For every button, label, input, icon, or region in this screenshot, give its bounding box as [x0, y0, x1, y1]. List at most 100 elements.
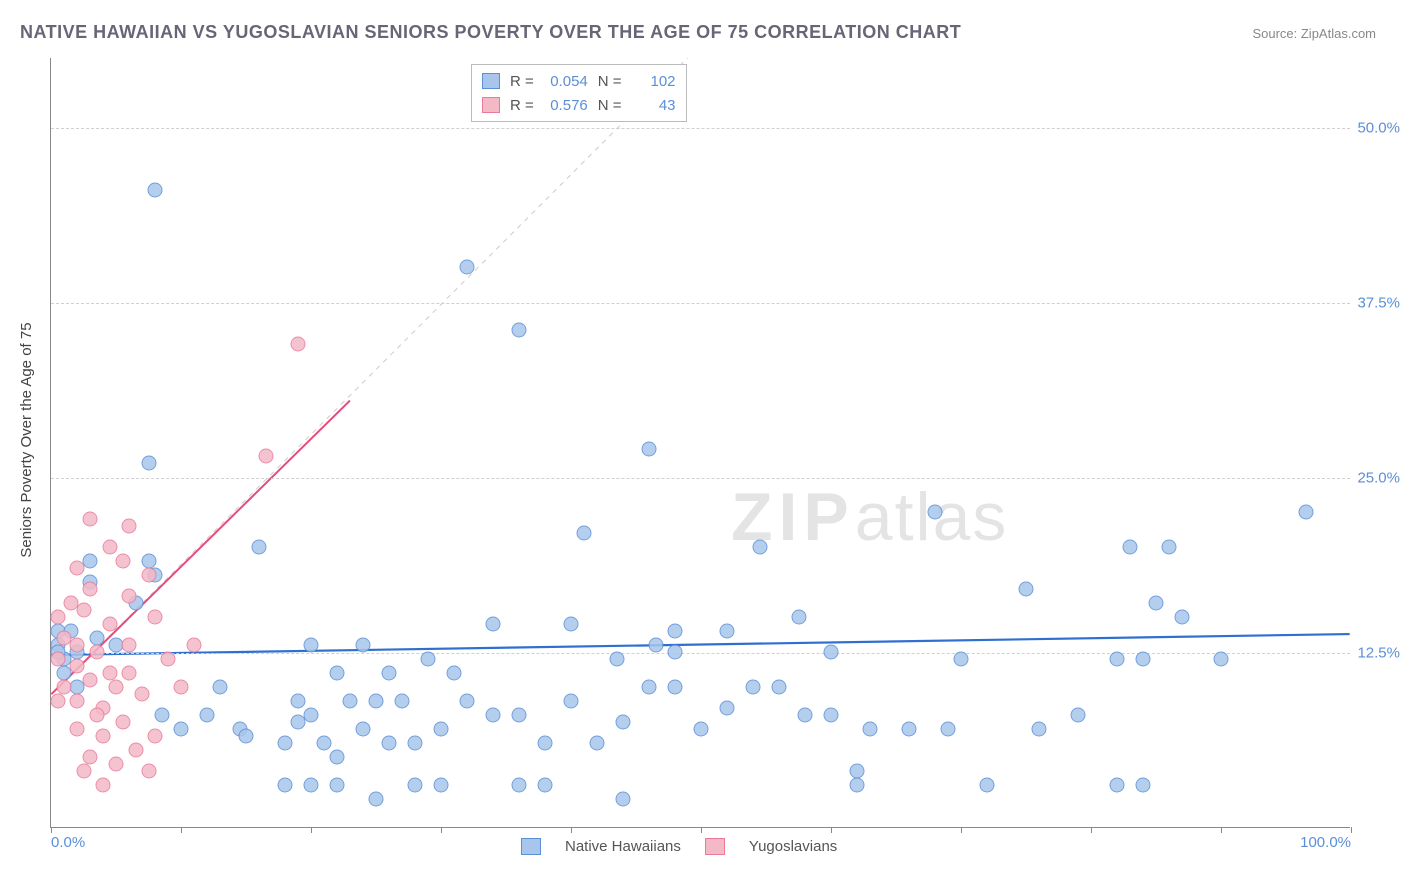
scatter-point: [720, 701, 735, 716]
scatter-point: [460, 260, 475, 275]
scatter-point: [330, 778, 345, 793]
swatch-icon: [521, 838, 541, 855]
r-value: 0.054: [544, 73, 588, 90]
scatter-point: [109, 680, 124, 695]
scatter-point: [941, 722, 956, 737]
scatter-point: [564, 694, 579, 709]
scatter-point: [76, 603, 91, 618]
scatter-point: [434, 778, 449, 793]
scatter-point: [258, 449, 273, 464]
scatter-point: [746, 680, 761, 695]
stats-row: R =0.054N =102: [482, 69, 676, 93]
scatter-point: [50, 610, 65, 625]
x-tick-label: 100.0%: [1300, 834, 1351, 851]
scatter-point: [102, 540, 117, 555]
series-legend: Native HawaiiansYugoslavians: [521, 838, 837, 855]
scatter-point: [70, 694, 85, 709]
scatter-point: [590, 736, 605, 751]
scatter-point: [83, 750, 98, 765]
scatter-point: [1214, 652, 1229, 667]
scatter-point: [89, 645, 104, 660]
scatter-point: [122, 666, 137, 681]
scatter-point: [70, 659, 85, 674]
x-tick: [181, 827, 182, 833]
scatter-point: [174, 722, 189, 737]
scatter-point: [83, 673, 98, 688]
scatter-point: [122, 589, 137, 604]
scatter-point: [76, 764, 91, 779]
scatter-point: [213, 680, 228, 695]
x-tick: [51, 827, 52, 833]
scatter-point: [141, 568, 156, 583]
scatter-point: [115, 554, 130, 569]
n-value: 43: [632, 97, 676, 114]
scatter-point: [330, 750, 345, 765]
scatter-point: [89, 708, 104, 723]
scatter-point: [1019, 582, 1034, 597]
scatter-point: [1175, 610, 1190, 625]
x-tick: [571, 827, 572, 833]
scatter-point: [863, 722, 878, 737]
scatter-point: [200, 708, 215, 723]
scatter-point: [317, 736, 332, 751]
stats-legend-box: R =0.054N =102R =0.576N =43: [471, 64, 687, 122]
scatter-point: [148, 729, 163, 744]
scatter-point: [187, 638, 202, 653]
scatter-point: [115, 715, 130, 730]
scatter-point: [291, 694, 306, 709]
scatter-point: [928, 505, 943, 520]
scatter-point: [648, 638, 663, 653]
x-tick: [1221, 827, 1222, 833]
scatter-point: [154, 708, 169, 723]
scatter-point: [642, 442, 657, 457]
scatter-point: [278, 778, 293, 793]
scatter-point: [668, 624, 683, 639]
scatter-point: [512, 323, 527, 338]
scatter-point: [798, 708, 813, 723]
n-label: N =: [598, 73, 622, 90]
scatter-point: [720, 624, 735, 639]
scatter-point: [609, 652, 624, 667]
scatter-point: [1149, 596, 1164, 611]
x-tick: [441, 827, 442, 833]
scatter-point: [577, 526, 592, 541]
scatter-point: [135, 687, 150, 702]
scatter-point: [382, 736, 397, 751]
r-label: R =: [510, 97, 534, 114]
scatter-point: [70, 638, 85, 653]
scatter-point: [791, 610, 806, 625]
scatter-point: [304, 708, 319, 723]
scatter-point: [1298, 505, 1313, 520]
scatter-point: [70, 561, 85, 576]
scatter-point: [694, 722, 709, 737]
legend-label: Native Hawaiians: [565, 838, 681, 855]
scatter-point: [980, 778, 995, 793]
scatter-point: [102, 617, 117, 632]
chart-title: NATIVE HAWAIIAN VS YUGOSLAVIAN SENIORS P…: [20, 22, 961, 43]
source-label: Source: ZipAtlas.com: [1252, 26, 1376, 41]
scatter-point: [616, 715, 631, 730]
swatch-icon: [482, 73, 500, 89]
scatter-point: [486, 708, 501, 723]
r-label: R =: [510, 73, 534, 90]
scatter-point: [356, 638, 371, 653]
scatter-point: [538, 778, 553, 793]
scatter-point: [89, 631, 104, 646]
scatter-point: [772, 680, 787, 695]
scatter-point: [408, 736, 423, 751]
x-tick: [1351, 827, 1352, 833]
scatter-point: [83, 512, 98, 527]
x-tick: [831, 827, 832, 833]
scatter-point: [668, 645, 683, 660]
scatter-point: [102, 666, 117, 681]
scatter-point: [304, 638, 319, 653]
scatter-point: [148, 610, 163, 625]
swatch-icon: [705, 838, 725, 855]
scatter-point: [83, 582, 98, 597]
scatter-point: [122, 638, 137, 653]
scatter-point: [395, 694, 410, 709]
scatter-point: [70, 722, 85, 737]
scatter-point: [174, 680, 189, 695]
gridline: [51, 478, 1350, 479]
scatter-point: [356, 722, 371, 737]
